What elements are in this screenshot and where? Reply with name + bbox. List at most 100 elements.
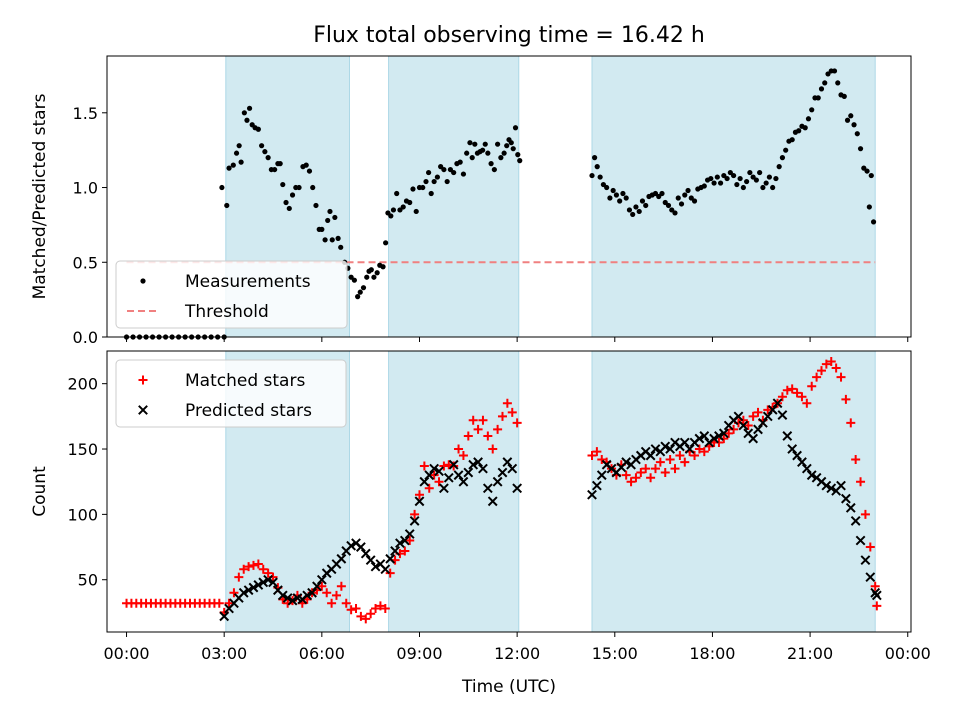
data-point	[691, 198, 698, 204]
axes-frame	[106, 55, 912, 338]
data-point	[351, 603, 361, 613]
data-point	[426, 169, 432, 176]
data-point	[851, 454, 861, 464]
y-tick-label: 150	[67, 440, 98, 459]
data-point	[336, 553, 347, 564]
data-point	[866, 204, 872, 210]
data-point	[463, 467, 474, 478]
data-point	[244, 562, 254, 572]
data-point	[678, 201, 685, 207]
data-point	[229, 588, 239, 598]
data-point	[346, 540, 357, 551]
data-point	[428, 190, 434, 197]
data-point	[431, 178, 437, 185]
data-point	[473, 457, 483, 468]
legend-box	[115, 359, 347, 428]
data-point	[488, 444, 498, 454]
data-point	[747, 169, 753, 176]
observing-interval-band	[591, 350, 876, 633]
data-point	[631, 473, 641, 483]
data-point	[434, 174, 440, 180]
x-tick-label: 06:00	[299, 644, 345, 663]
data-point	[753, 424, 763, 435]
data-point	[860, 555, 871, 566]
data-point	[748, 411, 758, 421]
data-point	[327, 208, 333, 215]
data-point	[457, 159, 463, 165]
data-point	[621, 470, 631, 480]
data-point	[714, 437, 724, 447]
data-point	[478, 463, 488, 474]
data-point	[650, 464, 660, 474]
data-point	[592, 447, 602, 457]
data-point	[812, 372, 822, 382]
data-point	[458, 451, 468, 461]
data-point	[776, 164, 782, 170]
data-point	[714, 174, 720, 180]
data-point	[871, 590, 882, 601]
data-point	[302, 590, 313, 601]
data-point	[844, 117, 851, 123]
data-point	[313, 202, 319, 209]
data-point	[840, 493, 851, 504]
data-point	[434, 477, 444, 487]
data-point	[760, 184, 766, 191]
data-point	[338, 244, 344, 250]
data-point	[296, 184, 302, 191]
data-point	[448, 459, 459, 470]
data-point	[255, 126, 261, 132]
data-point	[766, 174, 773, 180]
data-point	[498, 155, 504, 161]
observing-interval-band	[388, 350, 520, 633]
data-point	[607, 195, 613, 201]
data-point	[390, 207, 397, 213]
data-point	[633, 204, 639, 210]
data-point	[239, 564, 249, 574]
data-point	[773, 175, 779, 182]
data-point	[589, 172, 595, 179]
x-tick-label: 18:00	[689, 644, 735, 663]
data-point	[361, 614, 371, 624]
data-point	[733, 411, 744, 422]
data-point	[487, 496, 498, 507]
data-point	[870, 581, 880, 591]
data-point	[263, 574, 274, 585]
data-point	[424, 470, 435, 481]
y-axis-label: Count	[30, 466, 50, 517]
axes-frame	[106, 350, 912, 633]
data-point	[587, 451, 597, 461]
data-point	[807, 381, 817, 391]
data-point	[226, 165, 232, 171]
data-point	[841, 394, 851, 404]
data-point	[420, 184, 426, 191]
data-point	[870, 219, 877, 225]
data-point	[383, 240, 389, 246]
data-point	[701, 183, 707, 189]
data-point	[821, 359, 831, 369]
data-point	[504, 143, 510, 149]
data-point	[368, 267, 374, 273]
data-point	[480, 147, 486, 153]
data-point	[444, 460, 454, 470]
data-point	[485, 150, 491, 156]
data-point	[597, 454, 607, 464]
data-point	[502, 457, 513, 468]
data-point	[699, 447, 709, 457]
data-point	[468, 415, 478, 425]
data-point	[502, 398, 512, 408]
x-tick-label: 15:00	[592, 644, 638, 663]
data-point	[241, 110, 247, 116]
data-point	[782, 431, 793, 441]
data-point	[596, 470, 607, 481]
data-point	[268, 577, 278, 588]
data-point	[356, 611, 366, 621]
data-point	[767, 404, 778, 415]
data-point	[787, 444, 798, 454]
data-point	[310, 184, 316, 191]
data-point	[797, 457, 807, 468]
data-point	[410, 509, 420, 519]
series-predicted-stars	[219, 398, 882, 622]
data-point	[262, 149, 268, 155]
data-point	[699, 431, 710, 441]
data-point	[792, 450, 802, 461]
